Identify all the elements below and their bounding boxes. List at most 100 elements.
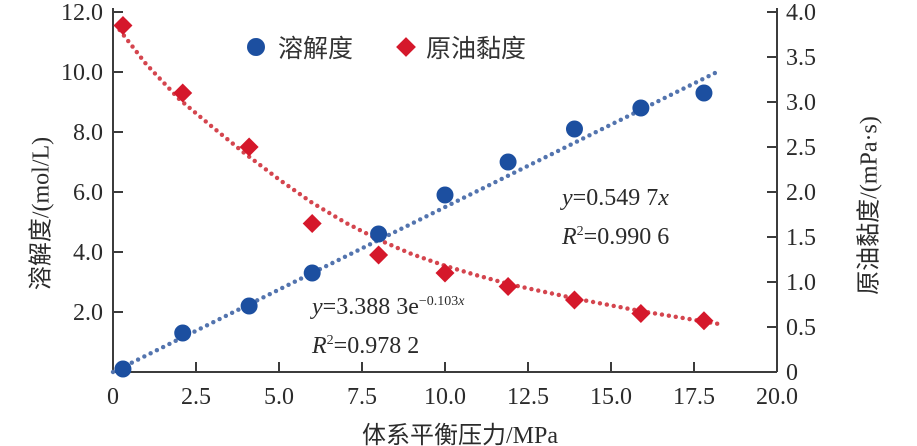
right-axis-tick-label: 2.0 <box>786 180 816 206</box>
solubility-trendline-dot <box>261 295 266 300</box>
solubility-trendline-dot <box>223 313 229 319</box>
solubility-trendline-dot <box>273 288 279 294</box>
right-axis-tick-label: 1.5 <box>786 225 816 251</box>
solubility-trendline-dot <box>411 220 417 225</box>
right-axis-title: 原油黏度/(mPa·s) <box>856 116 883 295</box>
solubility-trendline-dot <box>392 229 398 235</box>
data-point-solubility <box>695 84 713 102</box>
viscosity-trendline-dot <box>415 253 420 259</box>
solubility-trendline-dot <box>160 344 166 350</box>
solubility-trendline-dot <box>512 170 517 175</box>
viscosity-trendline-dot <box>203 119 208 124</box>
viscosity-trendline-dot <box>673 314 678 320</box>
solubility-trendline-dot <box>204 323 210 328</box>
data-point-solubility <box>303 264 321 282</box>
data-point-viscosity <box>113 16 133 35</box>
viscosity-trendline-dot <box>481 275 487 280</box>
viscosity-trendline-dot <box>666 313 672 318</box>
viscosity-trendline-dot <box>434 260 440 266</box>
solubility-trendline-dot <box>142 354 147 359</box>
solubility-trendline-dot <box>167 341 172 347</box>
viscosity-trendline-dot <box>454 267 460 272</box>
solubility-trendline-dot <box>687 83 692 88</box>
viscosity-trendline-dot <box>187 105 192 111</box>
right-axis-tick-label: 0.5 <box>786 315 816 341</box>
viscosity-trendline-dot <box>428 258 433 263</box>
viscosity-trendline-dot <box>225 136 230 142</box>
viscosity-trendline-dot <box>327 210 332 216</box>
left-axis-tick-label: 8.0 <box>73 120 103 146</box>
data-point-viscosity <box>631 304 651 323</box>
solubility-trendline-dot <box>323 263 329 269</box>
data-point-viscosity <box>435 263 455 283</box>
data-point-viscosity <box>302 214 322 233</box>
viscosity-trendline-dot <box>522 285 527 290</box>
viscosity-trendline-dot <box>495 278 500 284</box>
right-axis-tick-label: 0 <box>786 360 798 386</box>
viscosity-trendline-dot <box>130 44 135 49</box>
solubility-trendline-dot <box>649 101 655 107</box>
right-axis-tick-label: 3.5 <box>786 45 816 71</box>
x-axis-tick-label: 10.0 <box>424 384 466 410</box>
viscosity-trendline-dot <box>529 286 534 292</box>
solubility-fit-r-squared: R2=0.990 6 <box>562 215 669 254</box>
equation-variable: y <box>562 185 573 211</box>
viscosity-trendline-dot <box>162 81 167 86</box>
viscosity-trendline-dot <box>680 315 685 321</box>
viscosity-trendline-dot <box>536 288 541 293</box>
solubility-trendline-dot <box>530 161 536 166</box>
viscosity-trendline-dot <box>382 240 388 245</box>
viscosity-trendline-dot <box>297 191 303 197</box>
viscosity-trendline-dot <box>219 132 225 137</box>
solubility-trendline-dot <box>298 276 304 281</box>
viscosity-trendline-dot <box>468 271 473 276</box>
viscosity-trendline-dot <box>303 195 308 201</box>
legend-item-solubility: 溶解度 <box>247 29 353 65</box>
left-axis-tick-label: 12.0 <box>61 0 103 26</box>
solubility-trendline-dot <box>499 176 504 182</box>
solubility-trendline-dot <box>280 285 285 291</box>
equation-variable: x <box>658 185 669 211</box>
r-value: =0.990 6 <box>583 224 670 250</box>
data-point-viscosity <box>239 137 259 157</box>
solubility-trendline-dot <box>562 145 567 150</box>
solubility-trendline-dot <box>537 158 542 163</box>
solubility-trendline-dot <box>555 148 561 154</box>
equation-body: =0.549 7 <box>572 185 659 211</box>
solubility-trendline-dot <box>229 310 235 316</box>
left-axis-tick-label: 2.0 <box>73 300 103 326</box>
solubility-trendline-dot <box>599 126 605 132</box>
right-axis-tick-label: 4.0 <box>786 0 816 26</box>
viscosity-trendline-dot <box>286 183 291 189</box>
viscosity-trendline-dot <box>402 248 407 254</box>
solubility-trendline-dot <box>135 357 141 362</box>
viscosity-trendline-dot <box>659 312 665 317</box>
solubility-trendline-dot <box>612 120 617 126</box>
viscosity-trendline-dot <box>461 269 466 274</box>
solubility-trendline-dot <box>606 123 611 129</box>
r-label: R <box>312 333 327 359</box>
r-superscript: 2 <box>576 224 584 239</box>
solubility-trendline-dot <box>355 248 360 253</box>
solubility-trendline-dot <box>405 223 410 228</box>
data-point-viscosity <box>694 311 714 331</box>
data-point-solubility <box>565 120 583 138</box>
solubility-trendline-dot <box>192 329 197 334</box>
equation-exponent: −0.103x <box>419 294 465 309</box>
legend-item-viscosity: 原油黏度 <box>396 29 526 65</box>
solubility-trendline-dot <box>543 154 548 160</box>
viscosity-trendline-dot <box>214 128 219 133</box>
data-point-viscosity <box>173 83 193 103</box>
solubility-trendline-dot <box>618 117 624 122</box>
viscosity-trendline-dot <box>590 299 596 305</box>
viscosity-trendline-dot <box>167 86 172 91</box>
x-axis-tick-label: 2.5 <box>181 384 211 410</box>
viscosity-trendline-dot <box>357 227 363 233</box>
solubility-trendline-dot <box>292 279 298 284</box>
viscosity-trendline-dot <box>625 306 630 311</box>
data-point-viscosity <box>369 245 389 265</box>
viscosity-trendline-dot <box>280 179 285 185</box>
viscosity-diamond-marker-icon <box>396 37 416 57</box>
solubility-trendline-dot <box>455 198 461 203</box>
viscosity-trendline-dot <box>291 187 297 193</box>
